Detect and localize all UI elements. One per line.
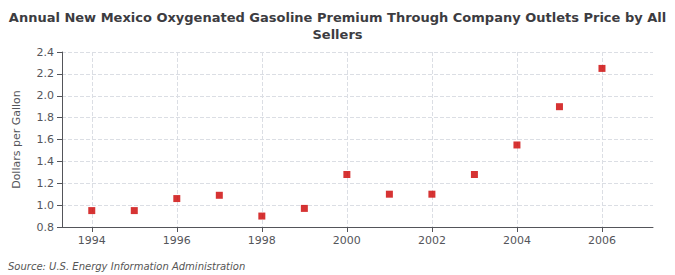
svg-text:1994: 1994 [78,234,106,247]
svg-text:1.0: 1.0 [37,199,55,212]
svg-text:Source: U.S. Energy Informatio: Source: U.S. Energy Information Administ… [8,261,245,272]
svg-text:1.2: 1.2 [37,177,55,190]
svg-text:1.8: 1.8 [37,111,55,124]
svg-text:2004: 2004 [503,234,531,247]
svg-text:1.4: 1.4 [37,155,55,168]
svg-text:Dollars per Gallon: Dollars per Gallon [10,90,23,189]
svg-text:2000: 2000 [333,234,361,247]
svg-text:1.6: 1.6 [37,133,55,146]
svg-text:Annual New Mexico Oxygenated G: Annual New Mexico Oxygenated Gasoline Pr… [9,10,666,25]
svg-text:2.0: 2.0 [37,89,55,102]
svg-text:1996: 1996 [163,234,191,247]
svg-text:0.8: 0.8 [37,221,55,234]
svg-text:1998: 1998 [248,234,276,247]
svg-text:2.2: 2.2 [37,67,55,80]
svg-text:2.4: 2.4 [37,46,55,59]
svg-text:2002: 2002 [418,234,446,247]
svg-text:Sellers: Sellers [312,27,362,42]
svg-text:2006: 2006 [588,234,616,247]
